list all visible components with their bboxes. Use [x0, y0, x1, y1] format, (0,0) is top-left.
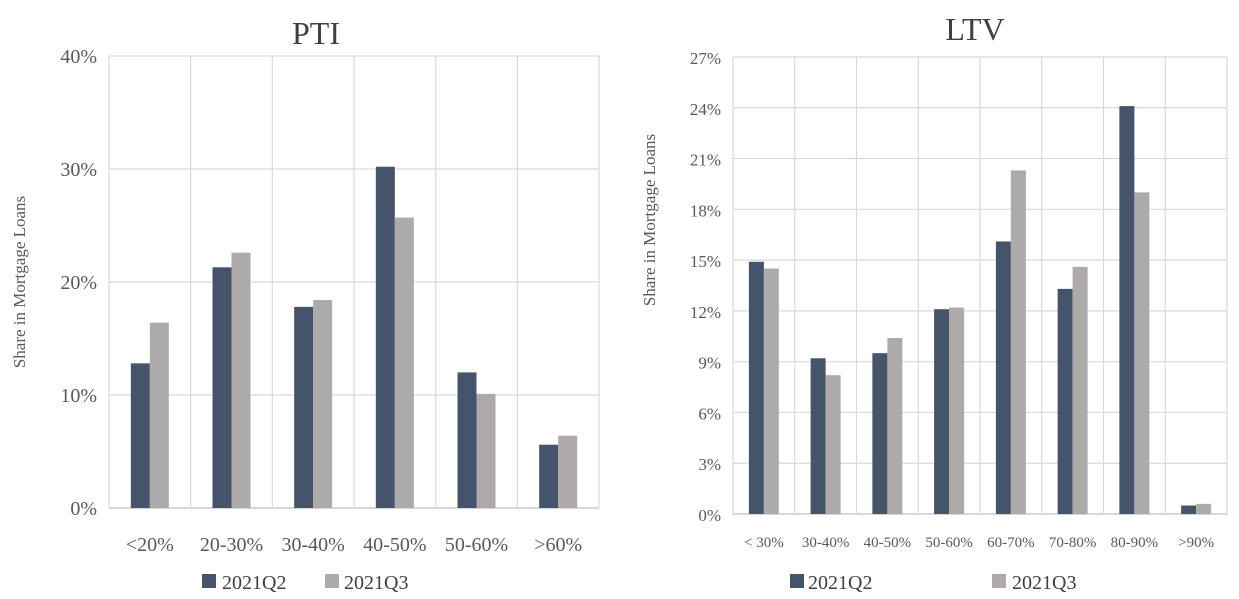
bar-2021q2-3	[375, 166, 395, 509]
legend-swatch-2021q3	[325, 574, 339, 588]
bar-2021q3-0	[763, 268, 779, 514]
bar-2021q3-4	[476, 393, 496, 508]
pti-chart: 0% 10% 20% 30% 40% <20% 20-30% 30-40% 40-50% 50-6…	[10, 15, 600, 594]
bar-2021q2-6	[1119, 106, 1135, 515]
y-tick-label: 9%	[698, 354, 721, 373]
bar-2021q3-7	[1196, 503, 1212, 514]
bar-2021q2-4	[995, 241, 1011, 514]
bar-2021q2-1	[212, 267, 232, 508]
x-tick-label: < 30%	[744, 535, 784, 551]
bar-2021q2-7	[1181, 505, 1197, 514]
bar-2021q3-5	[558, 435, 578, 508]
bar-2021q2-3	[934, 309, 950, 514]
x-tick-label: <20%	[126, 534, 174, 556]
x-tick-label: 40-50%	[864, 535, 912, 551]
bar-2021q3-2	[313, 300, 333, 508]
bar-2021q2-5	[1057, 288, 1073, 514]
bar-2021q2-2	[872, 353, 888, 514]
bar-2021q2-5	[539, 444, 559, 508]
y-tick-label: 0%	[70, 498, 97, 520]
bar-2021q3-2	[887, 337, 903, 514]
y-tick-label: 21%	[690, 151, 721, 170]
bar-2021q3-1	[825, 375, 841, 514]
y-tick-label: 6%	[698, 404, 721, 423]
bar-2021q3-3	[949, 307, 965, 514]
y-tick-label: 24%	[690, 100, 721, 119]
x-tick-label: >90%	[1178, 535, 1214, 551]
bar-2021q2-0	[130, 363, 150, 508]
bar-2021q3-0	[149, 322, 169, 508]
y-tick-label: 0%	[698, 506, 721, 525]
x-tick-label: 40-50%	[363, 534, 426, 556]
x-tick-label: >60%	[534, 534, 582, 556]
y-tick-label: 18%	[690, 201, 721, 220]
x-tick-label: 80-90%	[1111, 535, 1159, 551]
y-tick-label: 20%	[60, 272, 97, 294]
bar-2021q3-6	[1134, 192, 1150, 514]
bar-2021q3-1	[231, 252, 251, 508]
x-tick-label: 70-80%	[1049, 535, 1097, 551]
bar-2021q2-4	[457, 372, 477, 508]
x-tick-label: 50-60%	[445, 534, 508, 556]
chart-title: PTI	[292, 15, 340, 51]
ltv-chart: 0% 3% 6% 9% 12% 15% 18% 21% 24% 27% < 30% 30-40% 40-…	[640, 11, 1228, 594]
bar-2021q2-2	[294, 306, 314, 508]
y-axis-label: Share in Mortgage Loans	[640, 134, 659, 306]
chart-title: LTV	[945, 11, 1004, 47]
x-tick-label: 60-70%	[987, 535, 1035, 551]
legend-label: 2021Q3	[344, 572, 408, 594]
bar-2021q3-4	[1010, 170, 1026, 515]
x-tick-label: 50-60%	[925, 535, 973, 551]
bar-2021q2-0	[748, 261, 764, 514]
bar-2021q2-1	[810, 358, 826, 514]
x-tick-label: 30-40%	[802, 535, 850, 551]
bar-2021q3-5	[1072, 266, 1088, 514]
y-axis-label: Share in Mortgage Loans	[10, 196, 29, 368]
y-tick-label: 40%	[60, 46, 97, 68]
legend-label: 2021Q2	[808, 572, 872, 594]
y-tick-label: 15%	[690, 252, 721, 271]
y-tick-label: 30%	[60, 159, 97, 181]
y-tick-label: 27%	[690, 49, 721, 68]
y-tick-label: 12%	[690, 303, 721, 322]
x-tick-label: 20-30%	[200, 534, 263, 556]
y-tick-label: 10%	[60, 385, 97, 407]
legend-label: 2021Q3	[1012, 572, 1076, 594]
x-tick-label: 30-40%	[282, 534, 345, 556]
legend-swatch-2021q2	[790, 574, 804, 588]
legend-swatch-2021q3	[992, 574, 1006, 588]
y-tick-label: 3%	[698, 455, 721, 474]
legend-label: 2021Q2	[222, 572, 286, 594]
bar-2021q3-3	[394, 217, 414, 508]
legend-swatch-2021q2	[202, 574, 216, 588]
